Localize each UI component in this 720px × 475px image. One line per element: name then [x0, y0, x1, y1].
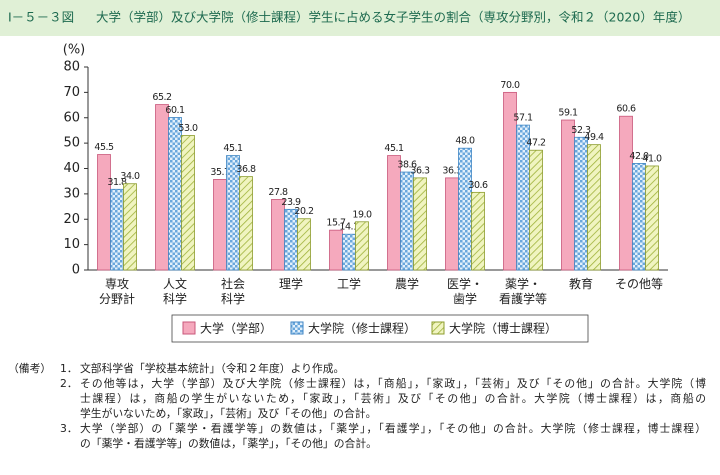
y-tick-label: 0 [72, 263, 80, 278]
bar [297, 218, 311, 271]
value-label: 31.8 [107, 177, 127, 188]
y-tick-label: 10 [63, 237, 80, 252]
y-tick-label: 40 [63, 161, 80, 176]
legend-swatch [431, 321, 445, 335]
value-label: 36.3 [442, 165, 462, 176]
value-label: 59.1 [558, 108, 578, 119]
note-text: 大学（学部）の「薬学・看護学等」の数値は，「薬学」，「看護学」，「その他」の合計… [80, 421, 706, 435]
note-number: 2． [60, 377, 78, 390]
x-tick-label: 農学 [395, 276, 419, 291]
bar [445, 177, 459, 271]
bar [587, 144, 601, 271]
bar [213, 179, 227, 271]
value-label: 70.0 [500, 80, 520, 91]
bar [97, 154, 111, 271]
bar [471, 191, 485, 271]
bar [271, 199, 285, 271]
value-label: 20.2 [294, 206, 314, 217]
value-label: 53.0 [178, 123, 198, 134]
legend-swatch [182, 321, 196, 335]
x-tick-label: 社会科学 [221, 276, 245, 306]
bar [632, 163, 646, 271]
y-tick-label: 50 [63, 136, 80, 151]
bar [329, 229, 343, 271]
value-label: 57.1 [513, 113, 533, 124]
y-tick-label: 20 [63, 212, 80, 227]
bar [561, 119, 575, 271]
y-tick-label: 60 [63, 110, 80, 125]
y-unit: (%) [63, 43, 86, 58]
bar [529, 149, 543, 271]
bar [413, 177, 427, 271]
note-text: の「薬学・看護学等」の数値は，「薬学」，「その他」の合計。 [80, 436, 377, 450]
x-tick-label: 人文科学 [163, 276, 187, 306]
value-label: 48.0 [455, 136, 475, 147]
bar [355, 221, 369, 271]
value-label: 60.1 [165, 105, 185, 116]
value-label: 38.6 [397, 160, 417, 171]
x-tick-label: 医学・歯学 [447, 276, 483, 306]
title-bar [0, 0, 720, 36]
value-label: 15.7 [326, 218, 346, 229]
bar [458, 147, 472, 271]
value-label: 23.9 [281, 197, 301, 208]
value-label: 19.0 [352, 209, 372, 220]
value-label: 65.2 [152, 92, 172, 103]
x-tick-label: 教育 [569, 276, 593, 291]
bar [645, 165, 659, 271]
value-label: 27.8 [268, 187, 288, 198]
value-label: 47.2 [526, 138, 546, 149]
legend-swatch [290, 321, 304, 335]
bar [155, 104, 169, 271]
value-label: 14.1 [339, 222, 359, 233]
x-tick-label: 薬学・看護学等 [499, 276, 547, 306]
note-text: 士課程）は，商船の学生がいないため，「家政」，「芸術」及び「その他」の合計。大学… [80, 391, 706, 405]
note-text: 学生がいないため，「家政」，「芸術」及び「その他」の合計。 [80, 406, 376, 420]
legend-label: 大学院（修士課程） [308, 321, 416, 336]
x-tick-label: その他等 [615, 277, 663, 291]
bar [181, 135, 195, 271]
value-label: 45.5 [94, 142, 114, 153]
notes-label: （備考） [8, 362, 51, 375]
bar [387, 155, 401, 271]
bar [619, 115, 633, 271]
value-label: 36.8 [236, 164, 256, 175]
value-label: 34.0 [120, 171, 140, 182]
value-label: 45.1 [384, 143, 404, 154]
value-label: 35.7 [210, 167, 230, 178]
note-number: 1． [60, 362, 78, 375]
bar [284, 208, 298, 271]
bar [342, 233, 356, 271]
legend-label: 大学院（博士課程） [449, 321, 557, 336]
y-tick-label: 80 [63, 60, 80, 75]
y-tick-label: 30 [63, 186, 80, 201]
bar [123, 183, 137, 271]
legend-label: 大学（学部） [200, 321, 272, 336]
y-tick-label: 70 [63, 85, 80, 100]
value-label: 41.0 [642, 153, 662, 164]
note-text: 文部科学省「学校基本統計」（令和２年度）より作成。 [80, 361, 344, 375]
x-tick-label: 専攻分野計 [99, 277, 135, 306]
value-label: 49.4 [584, 132, 604, 143]
value-label: 45.1 [223, 143, 243, 154]
bar [110, 188, 124, 271]
value-label: 60.6 [616, 104, 636, 115]
note-text: その他等は，大学（学部）及び大学院（修士課程）は，「商船」，「家政」，「芸術」及… [80, 376, 706, 390]
value-label: 42.0 [629, 151, 649, 162]
value-label: 36.3 [410, 165, 430, 176]
bar [400, 171, 414, 271]
chart-title: 大学（学部）及び大学院（修士課程）学生に占める女子学生の割合（専攻分野別，令和２… [96, 10, 690, 25]
bar [168, 117, 182, 271]
value-label: 52.3 [571, 125, 591, 136]
x-tick-label: 工学 [337, 276, 361, 291]
note-number: 3． [60, 422, 78, 435]
x-tick-label: 理学 [279, 276, 303, 291]
bar [574, 136, 588, 271]
legend-box [171, 314, 589, 343]
value-label: 30.6 [468, 180, 488, 191]
figure-number: Ⅰ－５－３図 [8, 10, 74, 25]
bar [239, 176, 253, 271]
